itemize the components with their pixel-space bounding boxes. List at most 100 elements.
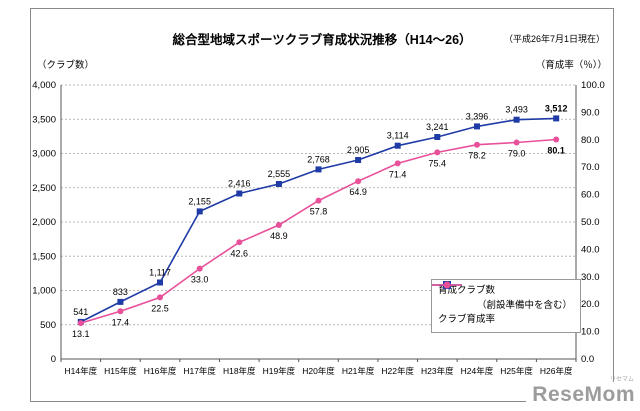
x-category-label: H14年度 [65,366,98,376]
rate-value-label: 57.8 [310,207,328,217]
clubs-value-label: 3,241 [426,122,449,132]
left-tick-label: 2,000 [32,217,56,228]
rate-value-label: 64.9 [349,187,367,197]
rate-value-label: 71.4 [389,169,407,179]
clubs-value-label: 1,117 [149,268,171,278]
legend-item-rate: クラブ育成率 [432,281,574,328]
left-tick-label: 1,000 [32,286,56,297]
left-tick-label: 4,000 [32,80,56,91]
right-tick-label: 90.0 [581,107,600,118]
left-tick-label: 3,500 [32,114,56,125]
x-category-label: H17年度 [183,366,216,376]
clubs-marker [275,181,282,187]
clubs-marker [196,208,203,215]
right-tick-label: 40.0 [581,244,600,255]
right-tick-label: 50.0 [581,217,600,228]
left-tick-label: 2,500 [32,183,56,194]
rate-series-icon [432,281,462,289]
rate-value-label: 22.5 [151,303,169,313]
rate-marker [394,160,401,167]
right-tick-label: 20.0 [581,299,600,310]
rate-marker [355,178,362,185]
rate-marker [157,294,163,301]
x-category-label: H23年度 [421,366,454,376]
right-axis-unit: （育成率（％）） [535,60,607,71]
clubs-marker [117,298,124,305]
rate-marker [77,320,84,327]
watermark-logo: リセマム ReseMom [526,377,637,406]
rate-value-label: 48.9 [270,231,288,241]
legend: 育成クラブ数 （創設準備中を含む） クラブ育成率 [431,279,581,334]
watermark-subtext: リセマム [609,377,634,383]
right-tick-label: 80.0 [581,135,600,146]
rate-marker [434,149,441,156]
clubs-value-label: 541 [73,307,88,317]
clubs-marker [553,115,560,122]
watermark-text: ReseMom [532,383,635,406]
x-category-label: H24年度 [461,366,494,376]
rate-marker [553,136,560,143]
right-tick-label: 0.0 [581,354,594,365]
x-category-label: H18年度 [223,366,256,376]
clubs-value-label: 2,768 [307,154,330,164]
legend-label-clubs: 育成クラブ数 [438,285,496,296]
rate-marker [196,265,203,272]
x-category-label: H25年度 [500,366,533,376]
x-category-label: H19年度 [263,366,296,376]
chart-canvas: 0 500 1,000 1,500 2,000 2,500 3,000 3,500 4,000 0… [32,80,605,376]
rate-value-label: 78.2 [468,151,486,161]
clubs-value-label: 2,555 [268,169,291,179]
rate-value-label: 33.0 [191,275,209,285]
clubs-value-label: 2,416 [228,179,251,189]
left-tick-label: 500 [40,320,56,331]
x-category-label: H21年度 [342,366,375,376]
rate-value-label: 42.6 [231,248,249,258]
rate-value-label: 13.1 [72,329,90,339]
left-tick-label: 0 [51,354,56,365]
clubs-value-label: 2,155 [188,196,211,206]
rate-value-label: 17.4 [112,317,130,327]
right-tick-label: 30.0 [581,272,600,283]
x-category-label: H20年度 [302,366,335,376]
clubs-value-label: 3,114 [387,131,409,141]
clubs-value-label: 3,396 [466,111,489,121]
right-tick-label: 60.0 [581,190,600,201]
right-tick-label: 10.0 [581,327,600,338]
date-note: （平成26年7月1日現在） [503,34,605,44]
clubs-value-label: 3,493 [505,105,528,115]
clubs-marker [474,123,480,130]
x-category-label: H22年度 [381,366,414,376]
right-tick-label: 100.0 [581,80,605,91]
right-tick-label: 70.0 [581,162,600,173]
clubs-value-label: 2,905 [347,145,370,155]
left-axis-unit: （クラブ数） [37,60,95,71]
rate-marker [117,308,124,315]
rate-marker [474,141,480,148]
clubs-marker [394,142,401,149]
x-category-label: H26年度 [540,366,573,376]
legend-label-rate: クラブ育成率 [438,314,496,326]
clubs-marker [434,134,441,140]
chart-frame: 総合型地域スポーツクラブ育成状況推移（H14～26） （平成26年7月1日現在）… [30,8,614,402]
clubs-value-label: 3,512 [545,103,568,113]
rate-marker [236,239,243,246]
clubs-marker [315,166,322,173]
rate-marker [275,222,282,228]
clubs-marker [513,116,520,123]
left-tick-label: 1,500 [32,251,56,262]
x-category-label: H16年度 [144,366,177,376]
left-tick-label: 3,000 [32,149,56,160]
clubs-marker [355,157,362,163]
rate-value-label: 79.0 [508,149,526,159]
legend-label-clubs-sub: （創設準備中を含む） [477,299,573,311]
x-category-label: H15年度 [104,366,137,376]
clubs-value-label: 833 [113,287,128,297]
chart-title: 総合型地域スポーツクラブ育成状況推移（H14～26） [172,33,472,47]
rate-marker [315,197,322,204]
rate-value-label: 80.1 [547,146,565,156]
clubs-marker [236,190,243,197]
rate-marker [513,139,520,146]
rate-value-label: 75.4 [429,158,447,168]
clubs-marker [157,279,163,286]
